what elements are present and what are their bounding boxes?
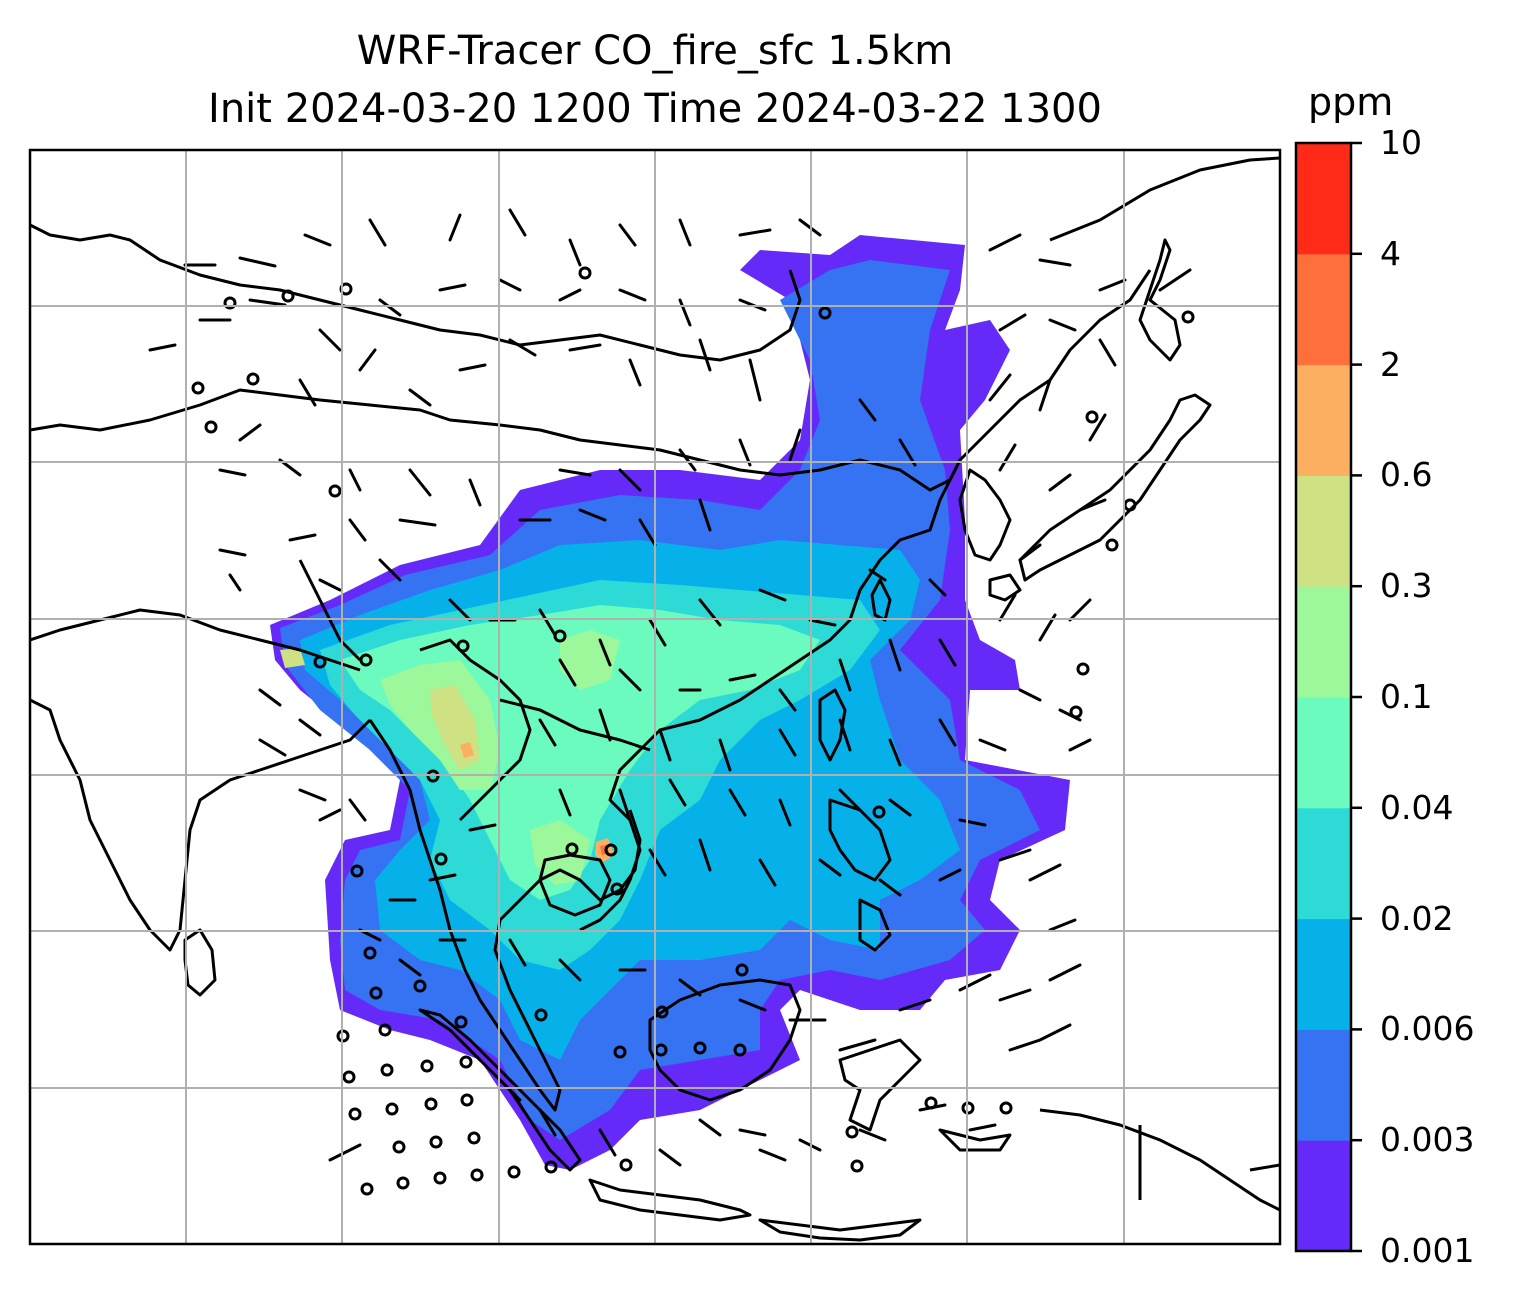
colorbar-tick-label: 0.6 [1380, 455, 1433, 495]
colorbar-unit-label: ppm [1308, 80, 1394, 124]
chart-title-line-2: Init 2024-03-20 1200 Time 2024-03-22 130… [208, 86, 1102, 132]
colorbar-tick-label: 0.02 [1380, 898, 1454, 938]
coastlines [30, 156, 1280, 1242]
plume-level-8 [460, 742, 614, 862]
colorbar-segment [1296, 586, 1351, 698]
wind-barbs [148, 208, 1192, 1167]
colorbar-tick-label: 0.006 [1380, 1009, 1475, 1049]
colorbar-ticks [1351, 141, 1362, 1253]
colorbar-segment [1296, 918, 1351, 1030]
colorbar-segments [1296, 143, 1351, 1252]
colorbar-tick-label: 4 [1380, 233, 1401, 273]
map-frame [28, 148, 1282, 1246]
chart-title-line-1: WRF-Tracer CO_fire_sfc 1.5km [356, 28, 954, 74]
calm-wind-markers [191, 266, 1195, 1196]
colorbar-tick-label: 0.1 [1380, 677, 1433, 716]
colorbar-tick-label: 2 [1380, 344, 1401, 384]
colorbar-segment [1296, 697, 1351, 809]
colorbar-tick-label: 0.3 [1380, 566, 1433, 606]
colorbar-tick-label: 10 [1380, 123, 1422, 162]
colorbar-tick-label: 0.003 [1380, 1120, 1475, 1160]
colorbar-segment [1296, 1029, 1351, 1141]
colorbar-segment [1296, 807, 1351, 920]
colorbar-frame [1294, 141, 1353, 1253]
gridlines [30, 150, 1280, 1244]
colorbar-segment [1296, 143, 1351, 255]
colorbar-segment [1296, 475, 1351, 587]
colorbar-segment [1296, 1140, 1351, 1252]
colorbar-tick-label: 0.001 [1380, 1231, 1475, 1270]
plume-level-7 [280, 648, 480, 770]
colorbar-segment [1296, 364, 1351, 476]
colorbar-tick-label: 0.04 [1380, 787, 1454, 827]
colorbar-segment [1296, 253, 1351, 366]
